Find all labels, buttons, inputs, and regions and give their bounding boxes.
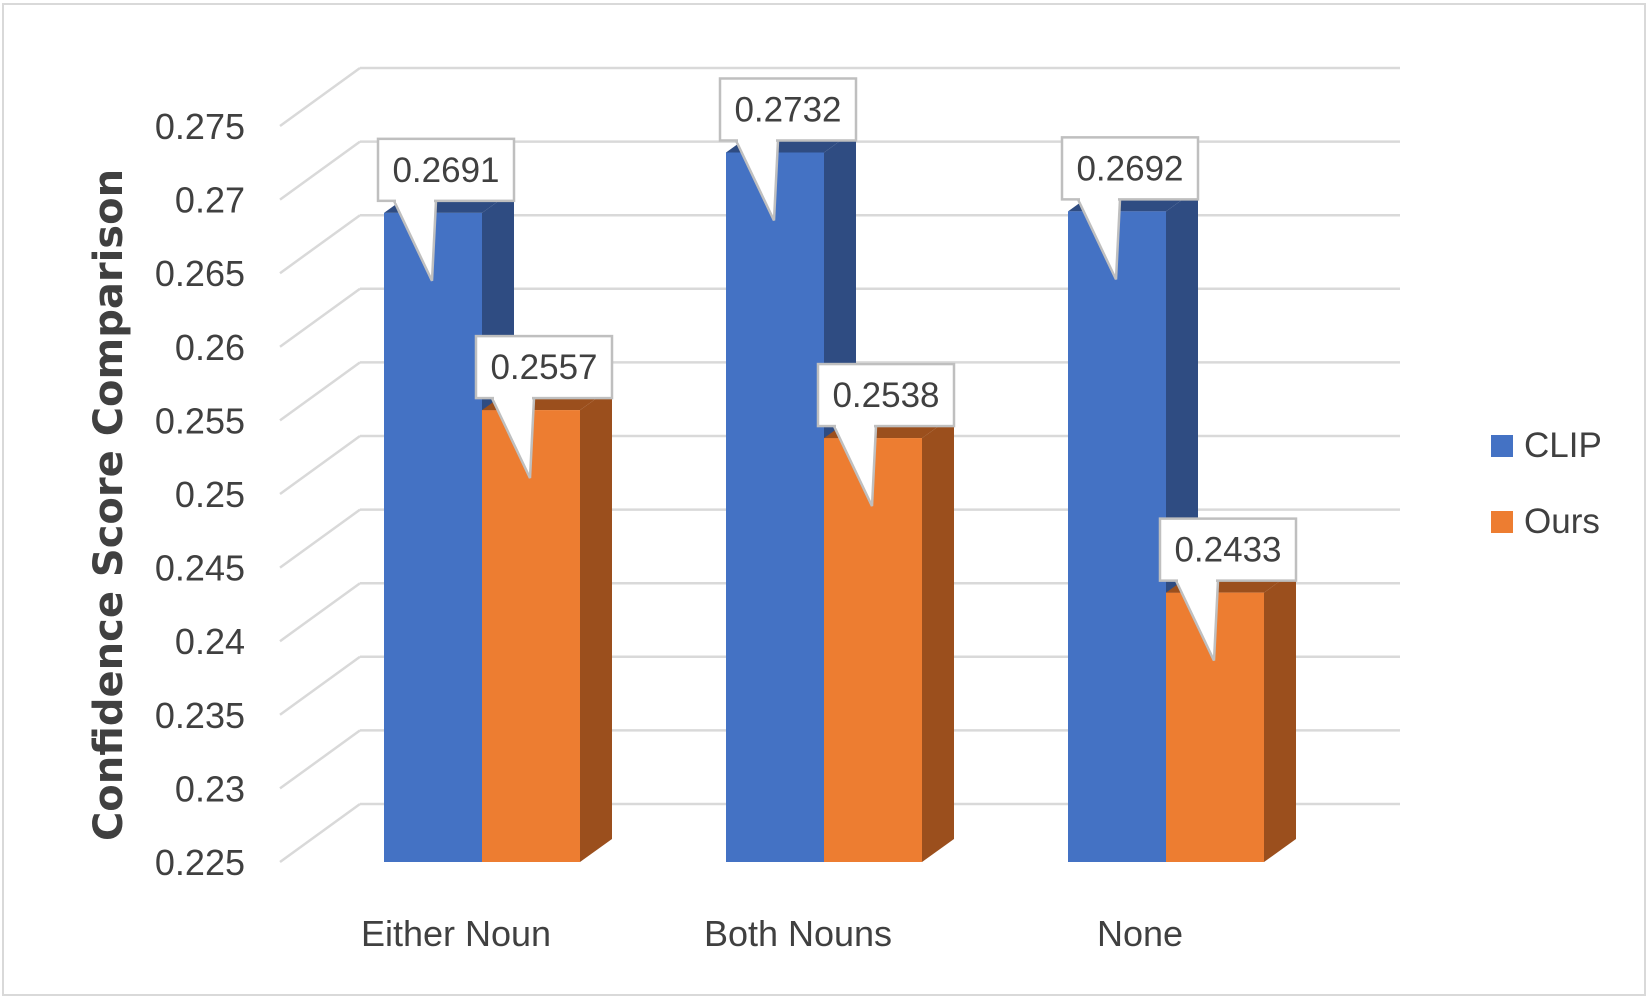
y-tick-label: 0.255 bbox=[155, 400, 245, 441]
gridline-diagonal bbox=[279, 361, 361, 422]
legend-label: Ours bbox=[1524, 502, 1600, 541]
bar bbox=[384, 212, 482, 862]
bar-layer bbox=[384, 129, 1296, 863]
y-tick-label: 0.235 bbox=[155, 695, 245, 736]
legend-label: CLIP bbox=[1524, 426, 1602, 465]
legend-swatch bbox=[1491, 511, 1513, 533]
data-label-callout: 0.2538 bbox=[816, 362, 956, 507]
callout-box bbox=[376, 137, 516, 203]
data-label: 0.2691 bbox=[392, 151, 499, 190]
gridline-diagonal bbox=[279, 582, 361, 643]
data-label: 0.2732 bbox=[734, 90, 841, 129]
bar bbox=[1068, 211, 1166, 863]
bar-side bbox=[1264, 569, 1296, 862]
gridline-diagonal bbox=[279, 140, 361, 201]
y-tick-label: 0.225 bbox=[155, 842, 245, 883]
bar bbox=[482, 410, 580, 862]
callout-box bbox=[718, 77, 858, 142]
data-label-callout: 0.2433 bbox=[1158, 517, 1298, 662]
y-tick-label: 0.265 bbox=[155, 253, 245, 294]
data-label: 0.2433 bbox=[1174, 531, 1281, 570]
bar bbox=[824, 438, 922, 862]
data-label: 0.2557 bbox=[490, 348, 597, 387]
gridline-diagonal bbox=[279, 214, 361, 275]
data-label-callout: 0.2691 bbox=[376, 137, 516, 282]
data-label: 0.2692 bbox=[1076, 149, 1183, 188]
y-tick-label: 0.25 bbox=[175, 474, 245, 515]
gridline-diagonal bbox=[279, 729, 361, 790]
callout-box bbox=[816, 362, 956, 428]
y-tick-label: 0.24 bbox=[175, 621, 245, 662]
callout-box bbox=[1060, 136, 1200, 201]
x-tick-label: Either Noun bbox=[361, 913, 551, 954]
data-label: 0.2538 bbox=[832, 376, 939, 415]
y-tick-label: 0.26 bbox=[175, 327, 245, 368]
gridline-diagonal bbox=[279, 287, 361, 348]
axis-layer: 0.225 0.23 0.235 0.24 0.245 0.25 0.255 0.26 0.26… bbox=[155, 106, 1183, 954]
bar bbox=[726, 152, 824, 863]
gridline-diagonal bbox=[279, 802, 361, 864]
y-tick-label: 0.245 bbox=[155, 548, 245, 589]
data-label-callout: 0.2692 bbox=[1060, 136, 1200, 280]
bar-side bbox=[922, 415, 954, 862]
data-label-layer: 0.2691 0.2557 0.2732 0.2538 0.2692 0.2433 bbox=[376, 77, 1298, 662]
y-tick-label: 0.275 bbox=[155, 106, 245, 147]
y-axis-title: Confidence Score Comparison bbox=[86, 169, 132, 841]
gridline-diagonal bbox=[279, 434, 361, 496]
y-tick-label: 0.27 bbox=[175, 180, 245, 221]
bar-side bbox=[580, 387, 612, 862]
callout-box bbox=[1158, 517, 1298, 582]
legend-item: Ours bbox=[1491, 502, 1600, 541]
legend: CLIP Ours bbox=[1491, 426, 1602, 541]
gridline-diagonal bbox=[279, 655, 361, 716]
data-label-callout: 0.2557 bbox=[474, 334, 614, 479]
gridline-diagonal bbox=[279, 508, 361, 569]
legend-item: CLIP bbox=[1491, 426, 1602, 465]
y-tick-label: 0.23 bbox=[175, 768, 245, 809]
callout-box bbox=[474, 334, 614, 400]
data-label-callout: 0.2732 bbox=[718, 77, 858, 222]
x-tick-label: Both Nouns bbox=[704, 913, 892, 954]
legend-swatch bbox=[1491, 435, 1513, 457]
x-tick-label: None bbox=[1097, 913, 1183, 954]
gridline-diagonal bbox=[279, 66, 361, 128]
